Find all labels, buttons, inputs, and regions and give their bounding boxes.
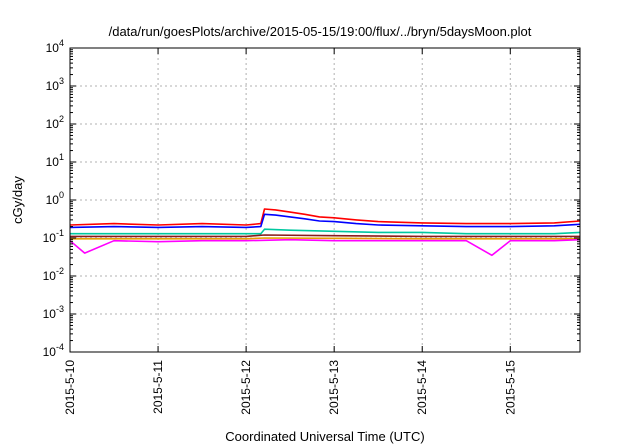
y-tick-label: 103	[46, 76, 64, 93]
x-tick-label: 2015-5-11	[151, 360, 165, 414]
x-tick-label: 2015-5-14	[415, 360, 429, 415]
y-tick-label: 10-2	[43, 266, 64, 283]
x-tick-label: 2015-5-10	[63, 360, 77, 415]
y-axis-title: cGy/day	[10, 176, 25, 224]
x-tick-label: 2015-5-15	[503, 360, 517, 415]
y-tick-label: 101	[46, 152, 64, 169]
y-tick-labels: 10-4 10-3 10-2 10-1 100 101 102 103 104	[43, 38, 64, 359]
series-line	[70, 237, 580, 240]
x-tick-label: 2015-5-13	[327, 360, 341, 415]
y-tick-label: 10-1	[43, 228, 64, 245]
ticks	[69, 47, 580, 353]
y-tick-label: 102	[46, 114, 64, 131]
chart-title: /data/run/goesPlots/archive/2015-05-15/1…	[109, 24, 532, 39]
series-group	[69, 208, 581, 257]
x-tick-labels: 2015-5-10 2015-5-11 2015-5-12 2015-5-13 2015…	[63, 360, 517, 415]
series-line	[69, 238, 581, 257]
x-tick-label: 2015-5-12	[239, 360, 253, 415]
series-line	[70, 234, 580, 238]
grid	[70, 48, 580, 352]
series-line	[69, 208, 581, 226]
y-tick-label: 100	[46, 190, 64, 207]
y-tick-label: 104	[46, 38, 64, 55]
series-line	[70, 228, 581, 235]
y-tick-label: 10-4	[43, 342, 64, 359]
y-tick-label: 10-3	[43, 304, 64, 321]
series-line	[69, 213, 581, 229]
x-axis-title: Coordinated Universal Time (UTC)	[225, 429, 424, 444]
